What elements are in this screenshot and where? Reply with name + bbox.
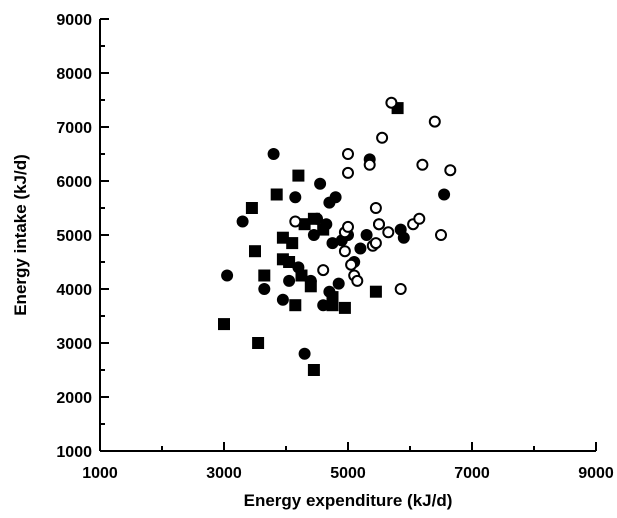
data-point-filled-square bbox=[289, 299, 302, 312]
data-point-open-circle bbox=[342, 148, 354, 160]
data-point-open-circle bbox=[351, 274, 364, 287]
data-point-filled-square bbox=[307, 364, 320, 376]
data-point-open-circle bbox=[289, 215, 302, 228]
data-point-filled-circle bbox=[267, 148, 280, 160]
data-point-filled-circle bbox=[326, 237, 339, 250]
data-point-filled-circle bbox=[317, 299, 330, 312]
data-point-filled-circle bbox=[298, 347, 311, 360]
x-axis-title: Energy expenditure (kJ/d) bbox=[244, 491, 453, 510]
data-point-filled-circle bbox=[289, 191, 302, 204]
data-point-filled-circle bbox=[314, 177, 327, 190]
data-point-open-circle bbox=[363, 158, 376, 171]
data-point-open-circle bbox=[385, 96, 398, 109]
data-point-filled-square bbox=[283, 256, 296, 268]
data-point-open-circle bbox=[413, 212, 426, 225]
data-point-filled-circle bbox=[329, 191, 342, 204]
data-point-open-circle bbox=[382, 226, 395, 239]
data-point-open-circle bbox=[342, 220, 354, 233]
y-tick-label: 8000 bbox=[56, 66, 92, 83]
data-point-filled-circle bbox=[258, 283, 271, 295]
x-tick-label: 7000 bbox=[454, 465, 490, 482]
data-point-filled-square bbox=[276, 231, 289, 244]
data-point-filled-square bbox=[317, 223, 330, 236]
data-point-filled-circle bbox=[354, 242, 367, 255]
data-point-filled-circle bbox=[360, 229, 373, 241]
data-point-filled-square bbox=[218, 318, 230, 331]
y-tick-label: 7000 bbox=[56, 120, 92, 137]
data-point-open-circle bbox=[369, 202, 382, 214]
data-point-open-circle bbox=[416, 158, 429, 171]
data-point-filled-square bbox=[307, 212, 320, 225]
x-tick-label: 5000 bbox=[330, 465, 366, 482]
data-point-open-circle bbox=[373, 218, 385, 231]
data-point-filled-circle bbox=[397, 231, 410, 244]
data-point-filled-square bbox=[245, 202, 258, 214]
data-point-open-circle bbox=[317, 264, 330, 277]
data-point-open-circle bbox=[369, 237, 382, 250]
y-tick-label: 6000 bbox=[56, 174, 92, 191]
x-tick-label: 1000 bbox=[82, 465, 118, 482]
data-point-filled-square bbox=[252, 337, 265, 349]
x-tick-label: 9000 bbox=[578, 465, 614, 482]
data-point-open-circle bbox=[376, 131, 389, 144]
data-points bbox=[218, 96, 457, 376]
y-tick-label: 3000 bbox=[56, 336, 92, 353]
data-point-filled-square bbox=[326, 291, 339, 304]
data-point-filled-square bbox=[258, 269, 271, 282]
tick-labels: 1000 2000 3000 4000 5000 6000 7000 8000 9000 1000… bbox=[56, 12, 613, 482]
y-tick-label: 4000 bbox=[56, 282, 92, 299]
data-point-open-circle bbox=[394, 283, 407, 295]
data-point-filled-square bbox=[304, 280, 317, 293]
data-point-filled-circle bbox=[332, 277, 345, 290]
data-point-filled-square bbox=[270, 188, 283, 201]
data-point-filled-circle bbox=[438, 188, 451, 201]
data-point-filled-circle bbox=[236, 215, 249, 228]
data-point-filled-square bbox=[249, 245, 261, 258]
data-point-open-circle bbox=[338, 245, 351, 258]
y-tick-label: 1000 bbox=[56, 444, 92, 461]
y-tick-label: 5000 bbox=[56, 228, 92, 245]
data-point-open-circle bbox=[444, 164, 457, 177]
y-axis-title: Energy intake (kJ/d) bbox=[11, 154, 30, 316]
data-point-filled-square bbox=[338, 301, 351, 314]
data-point-open-circle bbox=[342, 166, 354, 179]
x-tick-label: 3000 bbox=[206, 465, 242, 482]
tick-marks bbox=[99, 18, 597, 452]
data-point-open-circle bbox=[428, 115, 441, 128]
y-tick-label: 9000 bbox=[56, 12, 92, 29]
data-point-filled-square bbox=[295, 269, 308, 282]
data-point-filled-square bbox=[276, 253, 289, 266]
data-point-filled-square bbox=[292, 169, 305, 182]
y-tick-label: 2000 bbox=[56, 390, 92, 407]
data-point-filled-circle bbox=[221, 269, 234, 282]
data-point-filled-square bbox=[369, 285, 382, 298]
data-point-filled-square bbox=[298, 218, 311, 231]
data-point-filled-square bbox=[286, 237, 299, 250]
data-point-filled-circle bbox=[307, 229, 320, 241]
data-point-filled-circle bbox=[276, 293, 289, 306]
data-point-filled-circle bbox=[283, 274, 296, 287]
data-point-open-circle bbox=[345, 258, 358, 271]
data-point-open-circle bbox=[435, 229, 447, 241]
